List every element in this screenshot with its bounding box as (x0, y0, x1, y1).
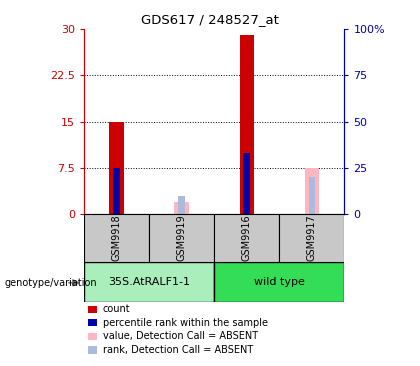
Bar (178, 195, 185, 214)
Text: genotype/variation: genotype/variation (4, 277, 97, 288)
Text: GSM9918: GSM9918 (112, 214, 121, 261)
Bar (244, 153, 250, 214)
Text: GSM9916: GSM9916 (242, 214, 252, 261)
Text: percentile rank within the sample: percentile rank within the sample (103, 318, 268, 328)
Bar (309, 177, 315, 214)
Bar (84, 214, 149, 262)
Bar (113, 168, 120, 214)
Bar (239, 36, 254, 214)
Text: 35S.AtRALF1-1: 35S.AtRALF1-1 (108, 277, 190, 287)
Text: wild type: wild type (254, 277, 305, 287)
Bar (279, 214, 344, 262)
Text: GSM9917: GSM9917 (307, 214, 317, 261)
Bar (109, 122, 124, 214)
Bar (174, 202, 189, 214)
Text: count: count (103, 304, 131, 314)
Text: GSM9919: GSM9919 (177, 214, 186, 261)
Text: GDS617 / 248527_at: GDS617 / 248527_at (141, 13, 279, 26)
Bar (84, 262, 214, 302)
Bar (214, 262, 344, 302)
Text: value, Detection Call = ABSENT: value, Detection Call = ABSENT (103, 331, 258, 341)
Bar (214, 214, 279, 262)
Text: rank, Detection Call = ABSENT: rank, Detection Call = ABSENT (103, 345, 253, 355)
Bar (304, 168, 319, 214)
Bar (149, 214, 214, 262)
